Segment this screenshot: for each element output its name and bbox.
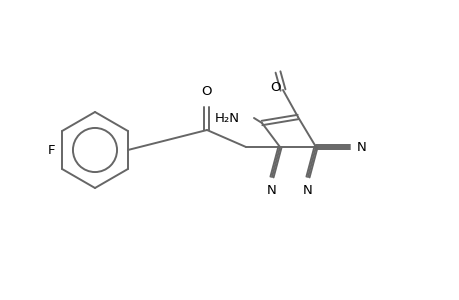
Text: O: O [270,81,280,94]
Text: N: N [302,184,312,197]
Text: N: N [356,140,366,154]
Text: O: O [202,85,212,98]
Text: F: F [47,143,55,157]
Text: H₂N: H₂N [214,112,240,124]
Text: N: N [267,184,276,197]
